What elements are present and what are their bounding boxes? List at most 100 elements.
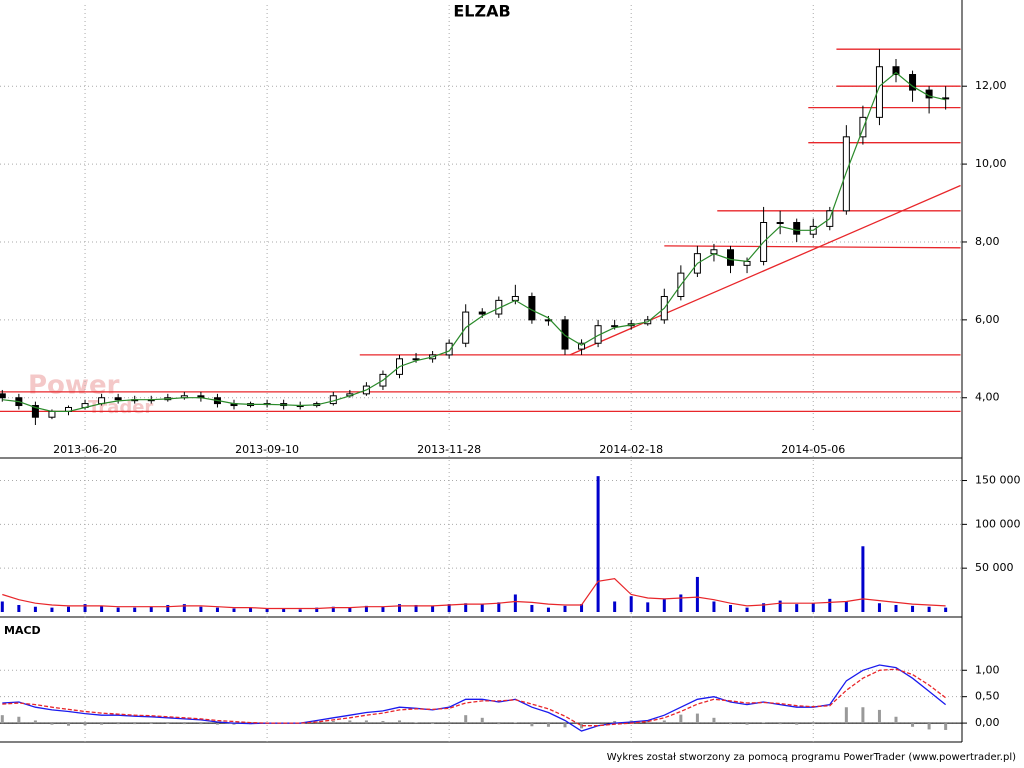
histogram-bar [745, 723, 749, 725]
histogram-bar [133, 723, 137, 725]
volume-bar [215, 607, 219, 612]
histogram-bar [0, 715, 4, 724]
histogram-bar [927, 723, 931, 730]
macd-line [2, 668, 946, 727]
y-tick-label: 4,00 [975, 391, 1000, 404]
macd-line [2, 664, 947, 732]
volume-bar [629, 596, 633, 612]
volume-bar [331, 606, 335, 612]
histogram-bar [844, 707, 848, 724]
volume-bar [364, 605, 368, 612]
volume-bar [100, 605, 104, 612]
histogram-bar [613, 720, 617, 724]
volume-bar [894, 604, 898, 612]
footer: Wykres został stworzony za pomocą progra… [607, 752, 1016, 763]
x-tick-label: 2013-11-28 [417, 443, 481, 456]
candle-body [578, 342, 586, 350]
volume-bar [844, 601, 848, 612]
histogram-bar [811, 723, 815, 724]
support-line [569, 184, 961, 356]
candle-body [776, 222, 784, 224]
volume-bar [679, 594, 683, 612]
histogram-bar [398, 720, 401, 724]
histogram-bar [729, 723, 732, 725]
volume-bar [828, 598, 832, 612]
histogram-bar [679, 714, 683, 724]
volume-bar [249, 607, 253, 612]
candle-body [859, 116, 867, 138]
volume-bar [480, 604, 484, 612]
histogram-bar [199, 723, 203, 725]
y-tick-label: 6,00 [975, 313, 1000, 326]
volume-bar [861, 546, 865, 612]
histogram-bar [712, 717, 716, 724]
histogram-bar [17, 716, 21, 724]
volume-bar [116, 607, 120, 612]
volume-bar [0, 601, 4, 612]
volume-bar [50, 607, 54, 612]
histogram-bar [100, 723, 104, 725]
x-tick-label: 2014-02-18 [599, 443, 663, 456]
histogram-bar [662, 720, 666, 724]
histogram-bar [480, 717, 484, 724]
candle-body [445, 342, 453, 356]
candle-body [743, 260, 751, 266]
volume-bar [712, 601, 716, 612]
volume-bar [431, 605, 435, 612]
histogram-bar [646, 720, 650, 724]
volume-bar [199, 606, 203, 612]
histogram-bar [331, 720, 335, 724]
volume-bar [911, 605, 915, 612]
volume-bar [662, 598, 666, 612]
volume-bar [613, 601, 617, 612]
volume-bar [149, 606, 153, 612]
candle-body [114, 397, 122, 401]
y-tick-label: 1,00 [975, 663, 1000, 676]
candle-body [412, 358, 420, 361]
candle-body [793, 222, 801, 235]
volume-bar [17, 604, 21, 612]
volume-bar [778, 600, 782, 612]
histogram-bar [795, 723, 799, 725]
volume-bar [695, 576, 699, 612]
histogram-bar [166, 723, 170, 724]
histogram-bar [67, 723, 70, 726]
histogram-bar [861, 707, 865, 724]
volume-bar [282, 608, 286, 612]
volume-bar [580, 604, 584, 612]
histogram-bar [50, 723, 54, 725]
x-tick-label: 2013-06-20 [53, 443, 117, 456]
volume-bar [811, 603, 815, 612]
histogram-bar [464, 715, 468, 724]
y-tick-label: 100 000 [975, 517, 1021, 530]
y-tick-label: 50 000 [975, 561, 1014, 574]
volume-bar [513, 594, 517, 612]
volume-bar [232, 608, 236, 612]
volume-bar [944, 607, 948, 612]
volume-bar [33, 606, 37, 612]
histogram-bar [33, 720, 37, 724]
histogram-bar [215, 723, 219, 725]
volume-bar [133, 607, 137, 612]
volume-bar [646, 602, 650, 612]
histogram-bar [580, 723, 584, 729]
histogram-bar [695, 713, 699, 724]
candle-body [875, 66, 883, 118]
y-tick-label: 10,00 [975, 157, 1007, 170]
volume-bar [464, 603, 468, 612]
volume-bar [298, 609, 302, 612]
histogram-bar [911, 723, 915, 727]
candle-body [727, 249, 734, 266]
y-tick-label: 12,00 [975, 79, 1007, 92]
histogram-bar [414, 722, 418, 724]
volume-bar [398, 604, 401, 612]
panel-title: MACD [4, 624, 41, 637]
y-tick-label: 0,00 [975, 716, 1000, 729]
volume-bar [166, 604, 170, 612]
volume-bar [83, 604, 87, 612]
candle-body [478, 311, 486, 315]
volume-bar [729, 604, 732, 612]
candle-body [909, 74, 917, 91]
